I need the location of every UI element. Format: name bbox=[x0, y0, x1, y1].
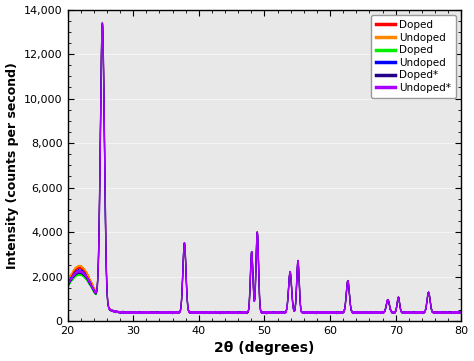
Doped bbox=[351, 310, 357, 315]
Undoped* bbox=[234, 311, 239, 315]
Undoped* bbox=[252, 295, 258, 300]
Undoped* bbox=[427, 297, 433, 301]
Undoped* bbox=[100, 21, 105, 26]
Doped* bbox=[233, 311, 239, 315]
Undoped bbox=[458, 310, 464, 315]
Doped* bbox=[230, 311, 236, 315]
Doped* bbox=[447, 311, 452, 315]
Undoped bbox=[447, 311, 452, 315]
Doped bbox=[100, 20, 105, 25]
Y-axis label: Intensity (counts per second): Intensity (counts per second) bbox=[6, 62, 18, 269]
Doped bbox=[351, 310, 356, 314]
Undoped* bbox=[447, 310, 452, 314]
Doped* bbox=[252, 297, 258, 301]
Undoped bbox=[100, 20, 105, 25]
Doped bbox=[280, 311, 285, 316]
Undoped bbox=[230, 310, 236, 315]
Doped bbox=[458, 310, 464, 315]
Doped bbox=[252, 296, 258, 300]
Line: Doped*: Doped* bbox=[68, 24, 461, 314]
Legend: Doped, Undoped, Doped, Undoped, Doped*, Undoped*: Doped, Undoped, Doped, Undoped, Doped*, … bbox=[371, 15, 456, 98]
Undoped bbox=[65, 282, 71, 286]
Undoped bbox=[351, 310, 357, 314]
Doped bbox=[233, 310, 239, 315]
Undoped bbox=[167, 311, 173, 316]
Doped* bbox=[264, 312, 270, 316]
Undoped bbox=[447, 310, 452, 314]
Undoped bbox=[252, 295, 258, 299]
Doped bbox=[416, 311, 421, 316]
Doped bbox=[233, 310, 239, 315]
Undoped bbox=[252, 295, 258, 299]
Undoped bbox=[100, 21, 105, 25]
Doped bbox=[447, 311, 452, 315]
Doped* bbox=[351, 310, 357, 314]
Undoped* bbox=[170, 312, 175, 316]
Doped bbox=[252, 296, 258, 301]
Undoped bbox=[230, 311, 236, 315]
Line: Undoped*: Undoped* bbox=[68, 23, 461, 314]
Doped* bbox=[427, 296, 433, 301]
Undoped* bbox=[458, 310, 464, 314]
Line: Doped: Doped bbox=[68, 22, 461, 313]
Undoped bbox=[238, 311, 244, 316]
Doped bbox=[65, 285, 71, 290]
Doped* bbox=[100, 22, 105, 26]
Doped bbox=[447, 310, 452, 315]
Doped bbox=[427, 296, 433, 300]
Undoped bbox=[427, 296, 433, 301]
Undoped* bbox=[351, 310, 357, 315]
Line: Undoped: Undoped bbox=[68, 23, 461, 313]
Doped bbox=[230, 310, 236, 315]
Undoped* bbox=[65, 283, 71, 287]
Doped bbox=[65, 280, 71, 284]
Undoped bbox=[65, 279, 71, 283]
Undoped* bbox=[230, 310, 236, 315]
Doped* bbox=[65, 284, 71, 288]
Doped* bbox=[458, 310, 464, 314]
Line: Undoped: Undoped bbox=[68, 22, 461, 313]
Doped bbox=[100, 22, 105, 27]
Doped bbox=[427, 296, 433, 301]
X-axis label: 2θ (degrees): 2θ (degrees) bbox=[214, 342, 315, 356]
Doped bbox=[458, 311, 464, 315]
Undoped bbox=[351, 310, 357, 315]
Undoped bbox=[234, 310, 239, 314]
Undoped bbox=[233, 310, 239, 314]
Undoped bbox=[427, 297, 433, 301]
Line: Doped: Doped bbox=[68, 25, 461, 313]
Undoped bbox=[458, 310, 464, 315]
Doped bbox=[230, 310, 236, 314]
